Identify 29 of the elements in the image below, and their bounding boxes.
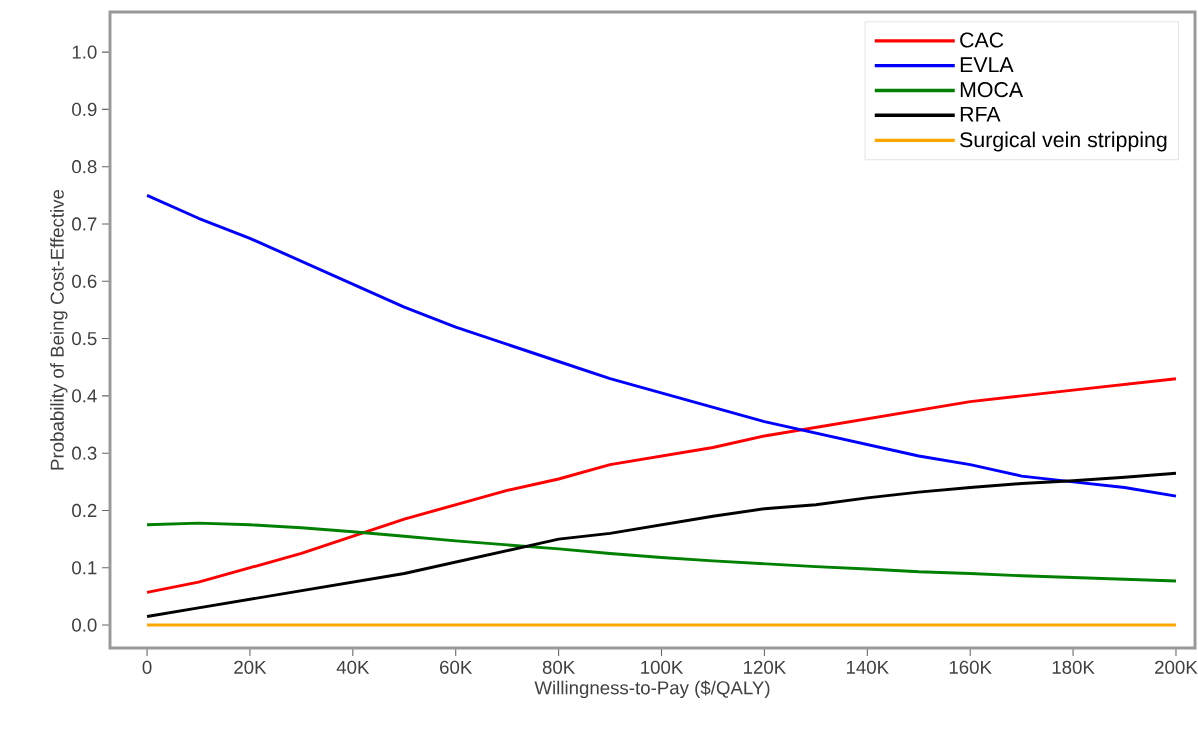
x-tick-label: 140K	[846, 660, 889, 674]
y-tick-label: 0.0	[72, 618, 97, 632]
x-tick-label: 120K	[744, 660, 786, 674]
x-tick-label: 0	[142, 660, 152, 674]
x-tick-label: 100K	[641, 660, 684, 674]
legend-label: EVLA	[960, 57, 1014, 73]
y-tick-label: 0.4	[72, 389, 97, 403]
y-tick-label: 0.5	[72, 331, 97, 346]
y-tick-label: 0.1	[72, 561, 97, 575]
y-tick-label: 1.0	[72, 45, 97, 59]
y-tick-label: 0.7	[72, 217, 97, 231]
x-tick-label: 20K	[234, 660, 267, 674]
legend-label: Surgical vein stripping	[960, 131, 1167, 152]
x-tick-label: 200K	[1155, 660, 1198, 674]
y-tick-label: 0.3	[72, 446, 97, 460]
x-tick-label: 160K	[949, 660, 992, 674]
x-tick-label: 40K	[336, 660, 370, 674]
y-tick-label: 0.8	[72, 160, 97, 174]
legend-label: RFA	[960, 106, 1001, 122]
x-axis-title: Willingness-to-Pay ($/QALY)	[534, 680, 770, 699]
x-tick-label: 60K	[440, 660, 473, 674]
legend-label: CAC	[960, 32, 1004, 48]
y-tick-label: 0.6	[72, 274, 97, 288]
y-tick-label: 0.9	[72, 102, 97, 117]
x-tick-label: 180K	[1052, 660, 1095, 674]
x-tick-label: 80K	[542, 660, 576, 674]
y-tick-label: 0.2	[72, 503, 97, 518]
y-axis-title: Probability of Being Cost-Effective	[50, 189, 68, 470]
legend-label: MOCA	[960, 82, 1024, 98]
